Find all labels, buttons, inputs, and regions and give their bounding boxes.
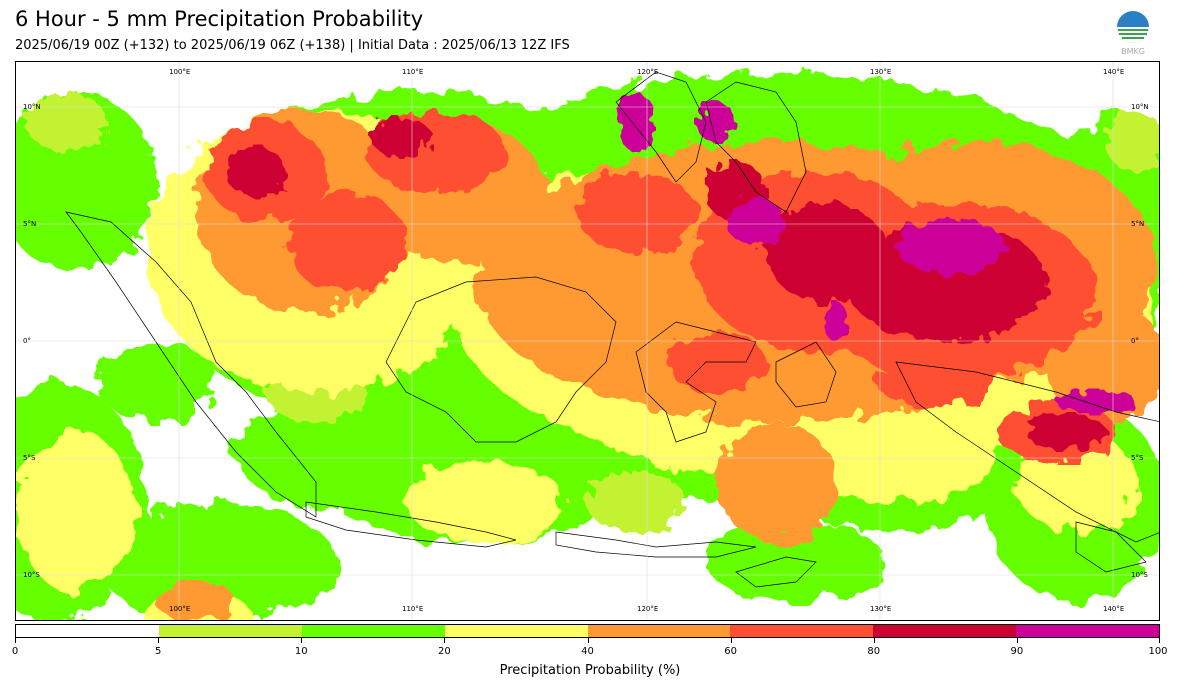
colorbar-segment: [730, 625, 874, 637]
grid-label: 5°N: [23, 220, 37, 228]
grid-label: 130°E: [870, 605, 892, 613]
precip-area: [706, 522, 886, 602]
precip-area: [728, 197, 784, 247]
colorbar-tick-label: 80: [867, 646, 881, 657]
chart-title: 6 Hour - 5 mm Precipitation Probability: [15, 7, 424, 31]
precip-area: [371, 117, 431, 157]
colorbar-tick-label: 40: [581, 646, 594, 657]
precip-area: [896, 219, 1006, 275]
grid-label: 140°E: [1103, 605, 1125, 613]
colorbar-tick: [587, 638, 589, 643]
precip-area: [876, 357, 996, 407]
grid-label: 110°E: [402, 68, 424, 76]
coastline: [385, 276, 617, 443]
precip-area: [96, 502, 336, 620]
colorbar-tick: [301, 638, 303, 643]
colorbar-tick: [1159, 638, 1160, 643]
precip-area: [1056, 390, 1136, 414]
coastline: [305, 501, 517, 548]
colorbar-tick-label: 5: [154, 646, 162, 657]
colorbar-tick: [1016, 638, 1018, 643]
colorbar-segment: [158, 625, 302, 637]
grid-label: 10°S: [1131, 571, 1148, 579]
colorbar-segment: [444, 625, 588, 637]
colorbar-segment: [16, 625, 159, 637]
coastline: [65, 211, 317, 518]
colorbar-segment: [873, 625, 1017, 637]
colorbar: [15, 624, 1160, 638]
precip-area: [96, 342, 216, 422]
coastline: [1075, 521, 1147, 573]
coastline: [635, 321, 757, 443]
grid-label: 0°: [1131, 337, 1139, 345]
precip-area: [156, 582, 236, 620]
grid-label: 5°S: [23, 454, 36, 462]
bmkg-logo: BMKG: [1114, 10, 1152, 56]
coastline: [615, 71, 707, 183]
precip-area: [824, 302, 848, 342]
grid-label: 5°N: [1131, 220, 1145, 228]
colorbar-tick: [158, 638, 160, 643]
colorbar-tick: [873, 638, 875, 643]
precip-area: [16, 432, 136, 592]
chart-subtitle: 2025/06/19 00Z (+132) to 2025/06/19 06Z …: [15, 38, 570, 53]
precip-area: [226, 147, 286, 197]
grid-label: 10°S: [23, 571, 40, 579]
coastline: [735, 556, 817, 588]
colorbar-tick: [444, 638, 446, 643]
colorbar-segment: [1016, 625, 1159, 637]
precip-area: [716, 422, 836, 542]
grid-label: 5°S: [1131, 454, 1144, 462]
colorbar-tick-label: 100: [1148, 646, 1168, 657]
grid-label: 110°E: [402, 605, 424, 613]
precip-area: [1026, 414, 1106, 450]
colorbar-segment: [301, 625, 445, 637]
colorbar-tick-label: 10: [294, 646, 308, 657]
precipitation-map: 100°E 100°E 110°E 110°E 120°E 120°E 130°E 130°E…: [15, 61, 1160, 621]
grid-label: 100°E: [169, 605, 191, 613]
grid-label: 140°E: [1103, 68, 1125, 76]
colorbar-tick-label: 0: [11, 646, 19, 657]
precip-area: [286, 192, 406, 292]
grid-label: 100°E: [169, 68, 191, 76]
colorbar-tick-label: 20: [438, 646, 451, 657]
precip-area: [26, 92, 106, 152]
grid-label: 120°E: [637, 605, 659, 613]
colorbar-tick: [15, 638, 16, 643]
coastline: [705, 81, 807, 213]
colorbar-tick-label: 90: [1010, 646, 1024, 657]
coastline: [775, 341, 837, 408]
colorbar-title: Precipitation Probability (%): [499, 663, 681, 678]
grid-label: 130°E: [870, 68, 892, 76]
precip-area: [406, 462, 566, 542]
precip-area: [576, 172, 696, 252]
grid-label: 10°N: [1131, 103, 1149, 111]
svg-text:BMKG: BMKG: [1121, 47, 1145, 56]
grid-label: 0°: [23, 337, 31, 345]
colorbar-tick-label: 60: [724, 646, 737, 657]
colorbar-segment: [587, 625, 731, 637]
colorbar-tick: [730, 638, 732, 643]
grid-label: 120°E: [637, 68, 659, 76]
precip-area: [1106, 112, 1159, 172]
coastline: [555, 531, 757, 558]
coastline: [895, 361, 1159, 543]
precip-area: [696, 102, 736, 142]
precip-area: [586, 472, 686, 532]
grid-label: 10°N: [23, 103, 41, 111]
